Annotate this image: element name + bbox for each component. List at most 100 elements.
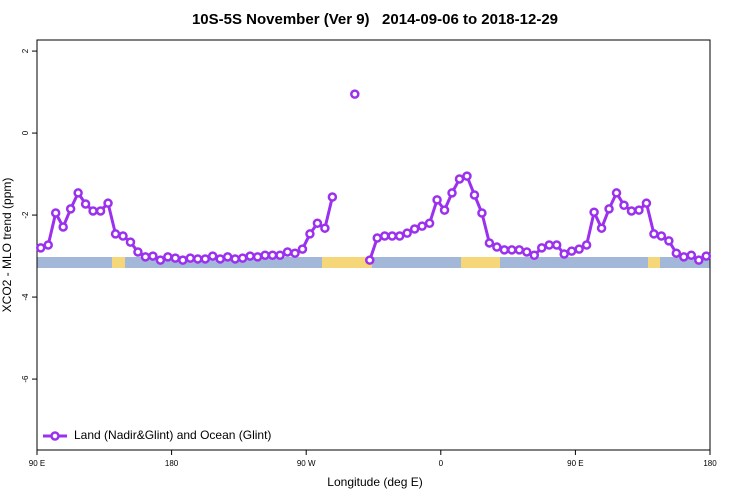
data-point [350, 89, 360, 99]
data-point [275, 250, 285, 260]
data-point [50, 208, 61, 218]
data-point [125, 237, 136, 247]
y-tick-label: 2 [21, 48, 30, 53]
data-point [694, 255, 704, 265]
data-point [88, 206, 98, 216]
data-point [80, 199, 91, 209]
data-point [604, 204, 614, 214]
data-point [507, 245, 517, 255]
data-point [365, 255, 375, 265]
data-point [245, 251, 255, 261]
data-point [432, 195, 442, 205]
data-point [110, 229, 121, 239]
y-tick-label: -4 [21, 293, 30, 301]
data-point [409, 224, 420, 234]
data-point [447, 188, 457, 198]
x-tick-label: 0 [439, 459, 444, 468]
data-point [626, 206, 637, 216]
data-point [394, 231, 405, 241]
data-point [477, 208, 487, 218]
data-point [312, 218, 323, 229]
y-axis-label: XCO2 - MLO trend (ppm) [0, 178, 14, 313]
data-point [103, 198, 113, 208]
data-point [551, 240, 562, 250]
y-tick-label: -2 [21, 211, 30, 219]
data-point [574, 244, 584, 254]
data-point [439, 205, 450, 215]
data-point [484, 238, 495, 248]
chart-title: 10S-5S November (Ver 9) 2014-09-06 to 20… [192, 11, 558, 28]
data-point [73, 188, 83, 198]
data-point [230, 254, 240, 264]
data-point [305, 229, 315, 239]
data-point [387, 231, 397, 241]
data-point [664, 236, 674, 246]
data-point [701, 251, 712, 261]
data-point [454, 174, 465, 184]
data-point [140, 252, 151, 262]
data-point [596, 223, 607, 233]
data-point [379, 231, 390, 241]
data-point [222, 252, 233, 262]
data-point [514, 245, 525, 255]
data-point [282, 247, 293, 257]
data-point [649, 229, 659, 239]
data-point [178, 255, 188, 265]
data-point [200, 254, 210, 264]
data-point [671, 248, 682, 258]
data-point [417, 221, 427, 231]
data-point [260, 250, 270, 260]
data-point [35, 243, 46, 253]
data-point [499, 245, 510, 255]
data-point [402, 228, 412, 238]
data-point [133, 247, 143, 257]
data-point [559, 249, 569, 259]
data-point [656, 231, 667, 241]
data-point [58, 222, 68, 232]
x-tick-label: 180 [703, 459, 717, 468]
data-point [492, 242, 502, 252]
x-tick-label: 90 E [29, 459, 45, 468]
series-line [40, 174, 707, 262]
data-point [297, 244, 308, 254]
data-point [185, 253, 196, 263]
data-point [566, 246, 577, 256]
data-point [237, 253, 248, 263]
data-point [522, 247, 532, 257]
data-point [641, 198, 652, 208]
data-point [686, 250, 697, 260]
data-point [611, 188, 622, 198]
data-point [193, 254, 203, 264]
y-tick-label: 0 [21, 130, 30, 135]
x-tick-label: 90 W [297, 459, 316, 468]
data-point [462, 171, 472, 181]
data-point [170, 253, 181, 263]
data-point [267, 250, 278, 260]
data-point [372, 233, 382, 243]
x-tick-label: 90 E [567, 459, 583, 468]
data-point [469, 190, 480, 200]
data-point [148, 251, 158, 261]
data-point [118, 231, 128, 241]
data-point [252, 252, 263, 262]
x-tick-label: 180 [165, 459, 179, 468]
data-point [544, 240, 554, 250]
data-point [155, 255, 166, 265]
data-point [65, 204, 76, 214]
data-point [43, 240, 53, 250]
data-point [581, 240, 592, 250]
data-point [290, 248, 300, 258]
data-point [327, 192, 338, 202]
data-point [320, 223, 330, 233]
data-point [537, 243, 547, 253]
data-point [163, 252, 173, 262]
data-point [589, 207, 599, 217]
data-point [529, 250, 540, 260]
data-point [215, 254, 225, 264]
y-tick-label: -6 [21, 375, 30, 383]
data-point [619, 200, 629, 210]
legend-label: Land (Nadir&Glint) and Ocean (Glint) [74, 428, 271, 442]
data-point [634, 205, 644, 215]
data-point [424, 218, 435, 229]
